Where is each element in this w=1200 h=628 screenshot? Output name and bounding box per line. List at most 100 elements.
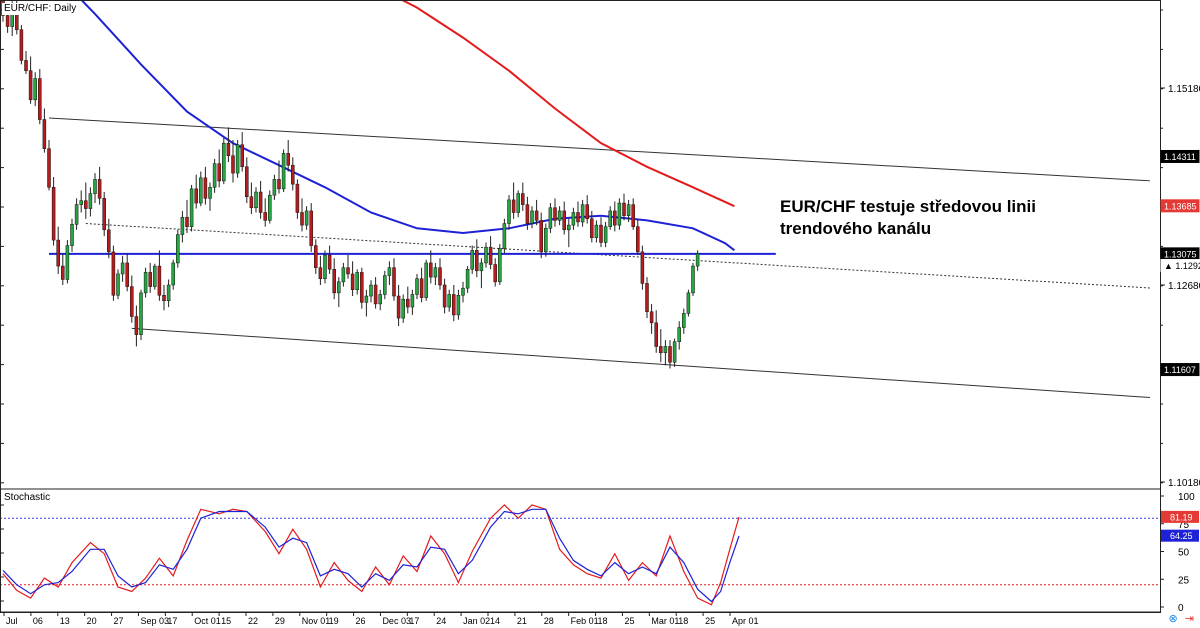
candle-body — [580, 204, 585, 223]
candle — [447, 289, 451, 312]
time-tick-label: Nov 01 — [302, 616, 331, 626]
time-tick-label: 17 — [409, 616, 419, 626]
candle-body — [24, 60, 28, 71]
stoch-k-line — [2, 504, 740, 606]
candle-body — [341, 267, 346, 283]
candle — [424, 259, 428, 301]
candle-body — [360, 272, 364, 303]
candle-body — [599, 224, 603, 243]
candle — [484, 242, 488, 268]
time-tick-label: 18 — [678, 616, 688, 626]
candle-body — [465, 268, 470, 289]
candle — [28, 56, 33, 104]
candle-body — [153, 265, 157, 287]
candle — [281, 149, 286, 193]
candle — [74, 198, 79, 230]
candle — [562, 201, 566, 235]
candle-body — [479, 262, 484, 272]
candle-body — [373, 284, 378, 305]
candle — [65, 240, 70, 284]
candle-body — [176, 234, 180, 264]
candle — [475, 239, 479, 278]
candle-body — [626, 204, 631, 216]
candle-body — [410, 294, 415, 308]
candle — [327, 245, 332, 274]
candle-body — [51, 187, 56, 241]
time-tick-label: Feb 01 — [571, 616, 599, 626]
candle — [355, 269, 359, 295]
candle-body — [456, 294, 461, 316]
candle — [438, 258, 442, 290]
time-tick-label: Mar 01 — [651, 616, 679, 626]
candle — [33, 72, 37, 107]
candle-body — [185, 216, 189, 227]
candle — [433, 262, 438, 285]
candle — [603, 221, 608, 248]
candle — [429, 250, 433, 284]
candle — [392, 258, 396, 301]
arrow-icon[interactable]: ⇥ — [1184, 613, 1194, 625]
candle — [406, 286, 410, 314]
candle-body — [424, 262, 428, 298]
candle — [613, 201, 617, 232]
time-tick-label: Oct 01 — [194, 616, 221, 626]
candle-body — [590, 218, 594, 238]
candle-body — [364, 295, 369, 303]
candle — [185, 199, 189, 233]
candle-body — [291, 164, 295, 185]
candle-body — [539, 220, 543, 253]
candle-body — [695, 253, 700, 267]
candle — [498, 244, 502, 285]
stoch-d-line — [2, 508, 740, 603]
candle-body — [608, 210, 612, 227]
candle — [199, 171, 203, 207]
candle-body — [277, 179, 281, 190]
candle-body — [258, 191, 263, 213]
candle — [102, 192, 106, 237]
candle-body — [378, 294, 382, 305]
candle-body — [337, 281, 341, 294]
time-tick-label: 17 — [167, 616, 177, 626]
candle-body — [111, 251, 116, 296]
candle-body — [502, 223, 507, 250]
candle-body — [521, 193, 525, 205]
candle — [231, 140, 235, 183]
candle — [84, 182, 88, 219]
candle-body — [682, 313, 686, 328]
candle — [677, 321, 681, 350]
candle — [470, 245, 474, 274]
stoch-tag-label: 81.19 — [1170, 512, 1193, 522]
candle-body — [649, 311, 654, 324]
candle — [286, 140, 290, 172]
candle — [318, 255, 323, 285]
candle — [360, 267, 364, 309]
candle — [258, 180, 263, 219]
candle-body — [470, 250, 474, 270]
candle-body — [295, 183, 300, 213]
candle-body — [691, 265, 695, 294]
candle — [217, 149, 221, 188]
candle — [461, 281, 465, 303]
candle — [525, 196, 530, 230]
candle-body — [47, 148, 51, 188]
candle-body — [498, 248, 502, 283]
time-tick-label: 21 — [517, 616, 527, 626]
price-tick-label: 1.10180 — [1168, 478, 1200, 489]
candle — [364, 289, 369, 317]
ma-blue-line — [80, 0, 736, 252]
candle — [636, 218, 640, 256]
candle — [507, 195, 511, 230]
price-tag-label: ▲ 1.12927 — [1164, 261, 1200, 271]
candle — [61, 253, 65, 285]
candle — [176, 229, 180, 268]
candle — [488, 236, 493, 270]
link-icon[interactable]: ⊗ — [1168, 613, 1178, 625]
price-tag-label: 1.11607 — [1164, 365, 1196, 375]
candle — [378, 289, 382, 311]
candle — [419, 267, 424, 303]
candle — [585, 195, 589, 224]
candle — [51, 177, 56, 246]
candle-body — [636, 226, 640, 253]
